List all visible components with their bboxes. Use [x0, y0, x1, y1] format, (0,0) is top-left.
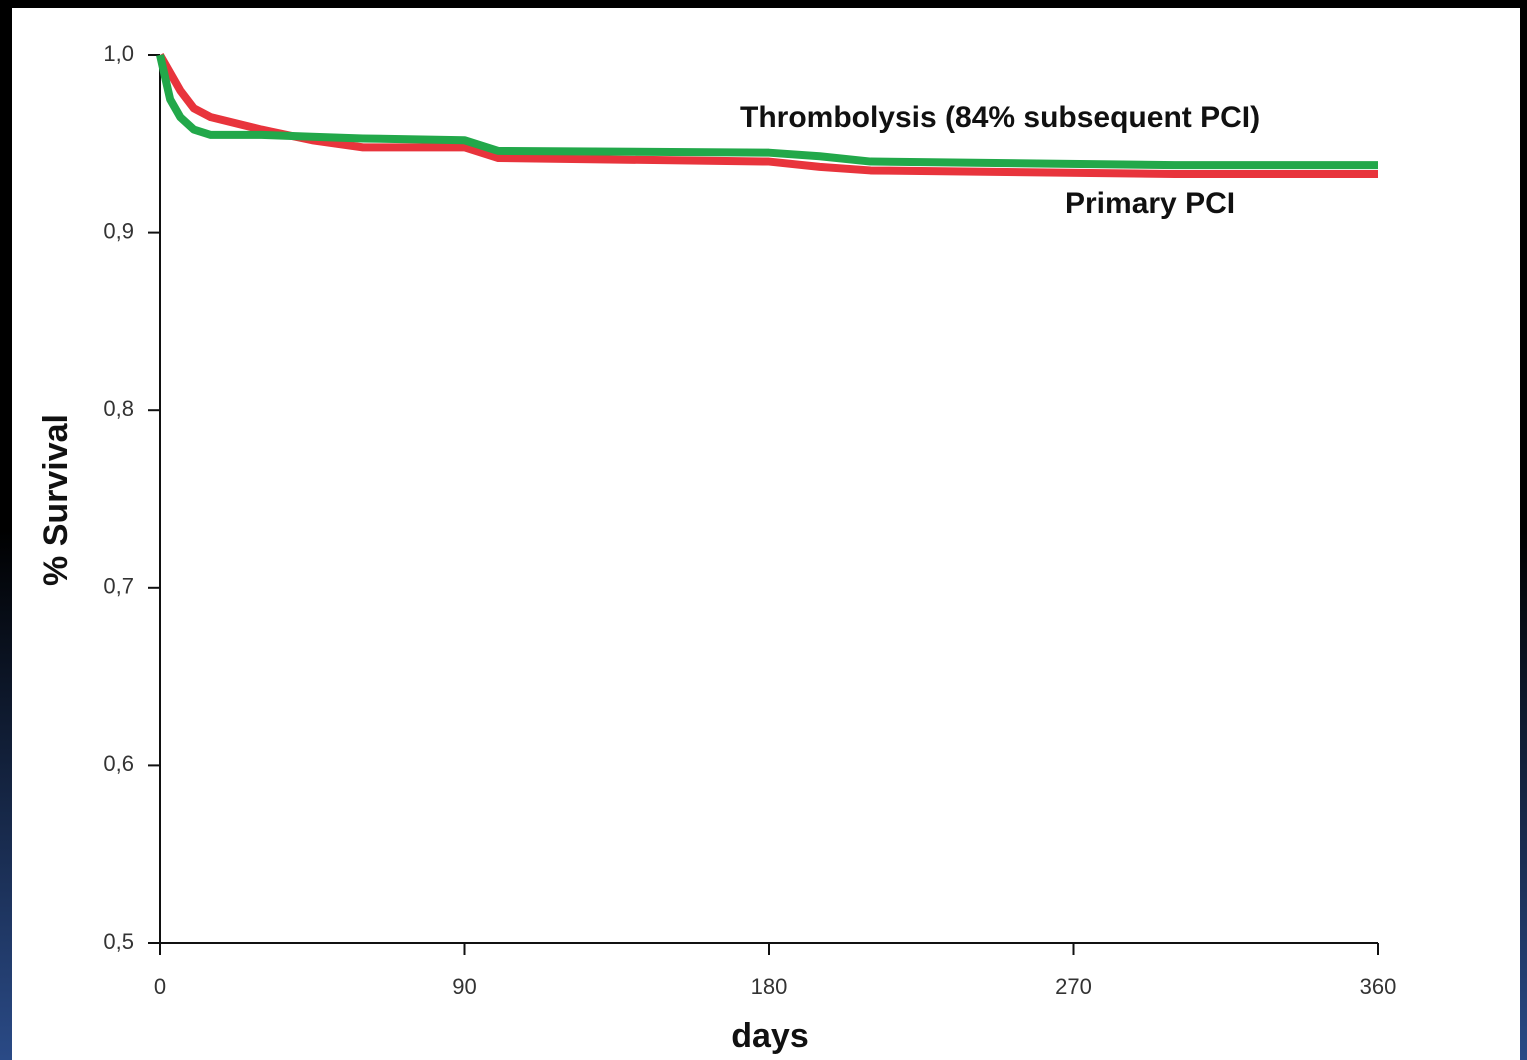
survival-curve: [156, 54, 1378, 170]
survival-curve: [156, 53, 1378, 178]
annotation: Primary PCI: [1065, 187, 1235, 220]
y-tick-label: 0,6: [103, 751, 134, 776]
x-tick-label: 180: [751, 974, 788, 999]
y-tick-label: 0,9: [103, 218, 134, 243]
y-tick-label: 0,8: [103, 396, 134, 421]
x-tick-label: 90: [452, 974, 476, 999]
x-tick-label: 0: [154, 974, 166, 999]
plot-panel: [12, 8, 1520, 1060]
y-tick-label: 0,5: [103, 929, 134, 954]
x-axis-label: days: [731, 1017, 809, 1055]
y-axis-label: % Survival: [37, 414, 75, 586]
annotation: Thrombolysis (84% subsequent PCI): [740, 101, 1260, 134]
y-tick-label: 0,7: [103, 574, 134, 599]
y-tick-label: 1,0: [103, 41, 134, 66]
x-tick-label: 360: [1360, 974, 1397, 999]
x-tick-label: 270: [1055, 974, 1092, 999]
